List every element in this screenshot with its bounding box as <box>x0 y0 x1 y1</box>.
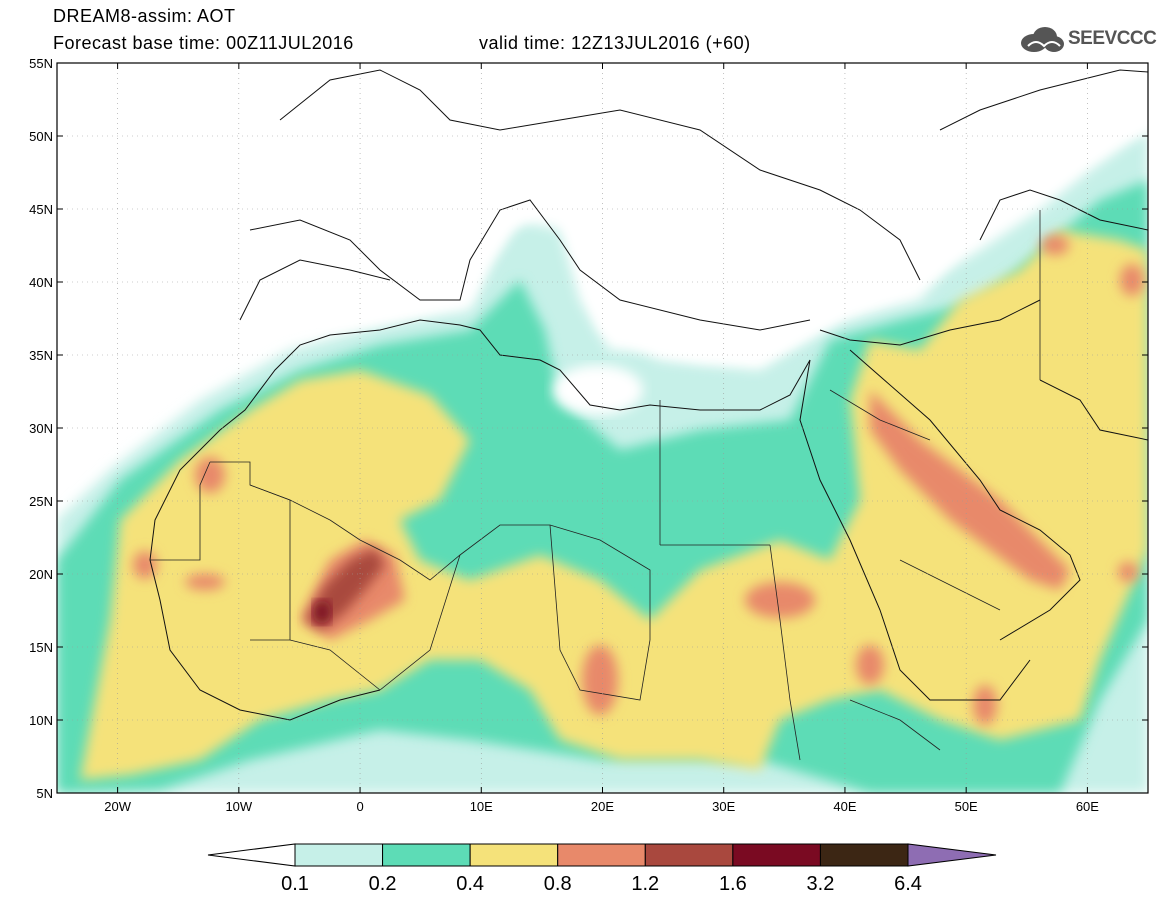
lat-label: 30N <box>29 421 53 436</box>
colorbar-over-arrow <box>907 843 997 867</box>
colorbar-label: 1.6 <box>719 873 747 895</box>
lat-label: 55N <box>29 56 53 71</box>
colorbar-segment <box>819 843 909 867</box>
lon-label: 50E <box>955 799 978 814</box>
valid-time: valid time: 12Z13JUL2016 (+60) <box>479 33 751 53</box>
longitude-labels: 20W 10W 0 10E 20E 30E 40E 50E 60E <box>104 799 1099 814</box>
colorbar-under-arrow <box>207 843 296 867</box>
coastlines <box>149 69 1148 721</box>
gridlines <box>57 62 1148 794</box>
lat-label: 15N <box>29 640 53 655</box>
map-title: DREAM8-assim: AOT <box>53 6 236 26</box>
lon-label: 40E <box>833 799 856 814</box>
colorbar-label: 1.2 <box>631 873 659 895</box>
forecast-base-time: Forecast base time: 00Z11JUL2016 <box>53 33 354 53</box>
colorbar-labels: 0.1 0.2 0.4 0.8 1.2 1.6 3.2 6.4 <box>281 873 922 895</box>
lat-label: 45N <box>29 202 53 217</box>
clear-sky-areas <box>57 63 1148 430</box>
lat-label: 40N <box>29 275 53 290</box>
seevccc-logo: SEEVCCC <box>1018 24 1157 56</box>
colorbar-segment <box>469 843 559 867</box>
colorbar-label: 6.4 <box>894 873 922 895</box>
lon-label: 10E <box>470 799 493 814</box>
colorbar-label: 0.2 <box>369 873 397 895</box>
colorbar-segment <box>382 843 471 867</box>
lat-label: 10N <box>29 713 53 728</box>
colorbar-segment <box>732 843 821 867</box>
colorbar-label: 0.4 <box>456 873 484 895</box>
latitude-labels: 55N 50N 45N 40N 35N 30N 25N 20N 15N 10N 5N <box>29 56 53 801</box>
aot-band-0.4 <box>80 230 1148 780</box>
logo-text: SEEVCCC <box>1068 28 1157 49</box>
lat-label: 5N <box>36 786 53 801</box>
aot-band-1.6 <box>313 600 331 624</box>
colorbar-label: 3.2 <box>807 873 835 895</box>
colorbar-label: 0.1 <box>281 873 309 895</box>
lon-label: 10W <box>225 799 252 814</box>
cloud-icon <box>1021 27 1064 52</box>
colorbar-segment <box>644 843 734 867</box>
lon-label: 60E <box>1076 799 1099 814</box>
lat-label: 20N <box>29 567 53 582</box>
colorbar <box>207 843 997 867</box>
aot-field <box>57 130 1148 793</box>
colorbar-label: 0.8 <box>544 873 572 895</box>
axis-ticks <box>57 62 1148 794</box>
lon-label: 20W <box>104 799 131 814</box>
lat-label: 25N <box>29 494 53 509</box>
lat-label: 50N <box>29 129 53 144</box>
lon-label: 20E <box>591 799 614 814</box>
colorbar-segment <box>557 843 646 867</box>
colorbar-segment <box>294 843 384 867</box>
lon-label: 30E <box>712 799 735 814</box>
country-borders <box>150 210 1041 761</box>
lat-label: 35N <box>29 348 53 363</box>
lon-label: 0 <box>356 799 363 814</box>
